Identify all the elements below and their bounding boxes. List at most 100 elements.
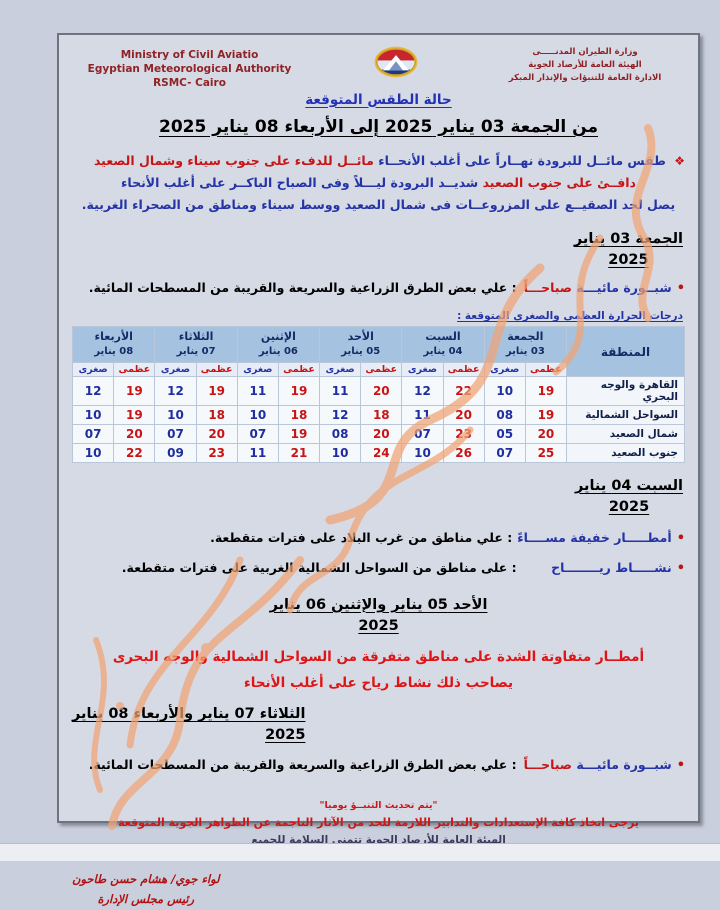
max-temp-value: 24 — [360, 442, 403, 463]
forecast-bullet-wind-saturday: • نشـــــاط ريــــــــاح : على مناطق من … — [72, 560, 685, 575]
summary-line: يصل لحد الصقيــع على المزروعــات فى شمال… — [72, 194, 685, 216]
bullet-description: : علي مناطق من غرب البلاد على فترات متقط… — [210, 529, 513, 545]
max-temp-value: 22 — [113, 442, 156, 463]
meteorological-authority-logo-icon — [373, 45, 419, 83]
min-temp-value: 12 — [71, 375, 115, 406]
bullet-description: : علي بعض الطرق الزراعية والسريعة والقري… — [88, 757, 517, 773]
day-column-header: الإثنين 06 يناير — [236, 326, 321, 363]
bullet-label-part: صباحـــاً — [523, 280, 572, 296]
temperature-row: القاهرة والوجه البحري 19 10 22 12 20 11 19 11 19 1… — [71, 375, 685, 406]
max-temp-value: 20 — [524, 423, 568, 444]
min-temp-label: صغرى — [401, 361, 444, 377]
ministry-ar-line: الادارة العامة للتنبؤات والإنذار المبكر — [508, 73, 662, 84]
max-temp-value: 18 — [195, 404, 238, 425]
min-temp-label: صغرى — [71, 361, 115, 377]
section-heading-tuesday-wednesday: الثلاثاء 07 يناير والأربعاء 08 يناير 202… — [72, 704, 305, 746]
region-name: السواحل الشمالية — [566, 404, 685, 425]
min-temp-value: 11 — [319, 375, 362, 406]
max-temp-value: 23 — [442, 423, 485, 444]
bullet-label-part: صباحـــاً — [523, 757, 572, 773]
bullet-dot-icon: • — [676, 281, 685, 297]
heading-text: الثلاثاء 07 يناير والأربعاء 08 يناير — [72, 706, 306, 723]
ministry-ar-line: الهيئة العامة للأرصاد الجوية — [528, 60, 642, 71]
max-temp-value: 20 — [195, 423, 238, 444]
max-temp-value: 20 — [442, 404, 485, 425]
section-heading-saturday: السبت 04 يناير 2025 — [575, 476, 683, 518]
heading-text: السبت 04 يناير — [574, 477, 683, 494]
min-temp-value: 07 — [71, 423, 115, 444]
min-temp-value: 05 — [483, 423, 526, 444]
max-temp-value: 20 — [360, 375, 403, 406]
min-temp-value: 11 — [401, 404, 444, 425]
max-temp-label: عظمى — [360, 361, 403, 377]
bullet-label: أمطـــــار خفيفة مســــاءً — [517, 529, 672, 545]
min-temp-value: 07 — [236, 423, 279, 444]
weather-bulletin-document: وزارة الطيران المدنـــــى الهيئة العامة … — [57, 33, 700, 906]
max-temp-label: عظمى — [442, 361, 485, 377]
max-temp-label: عظمى — [277, 361, 321, 377]
heading-year: 2025 — [608, 498, 650, 515]
max-temp-value: 19 — [277, 375, 321, 406]
min-temp-value: 08 — [483, 404, 526, 425]
max-temp-value: 26 — [442, 442, 485, 463]
min-temp-value: 08 — [319, 423, 362, 444]
forecast-date-range-title: من الجمعة 03 يناير 2025 إلى الأربعاء 08 … — [159, 116, 598, 137]
min-temp-label: صغرى — [319, 361, 362, 377]
min-temp-value: 11 — [236, 442, 279, 463]
section-heading-sunday-monday: الأحد 05 يناير والإثنين 06 يناير 2025 — [270, 595, 488, 637]
summary-line: دافــئ على جنوب الصعيد شديــد البرودة لي… — [72, 172, 685, 194]
bullet-dot-icon: • — [676, 530, 685, 546]
temperature-table-caption: درجات الحرارة العظمى والصغرى المتوقعة : — [457, 310, 683, 323]
bullet-label: شبــورة مائيـــة صباحـــاً — [522, 757, 672, 772]
max-temp-value: 19 — [113, 375, 156, 406]
min-temp-value: 10 — [483, 375, 526, 406]
min-temp-value: 12 — [401, 375, 444, 406]
section-heading-friday: الجمعة 03 يناير 2025 — [574, 229, 683, 271]
signature-title: رئيس مجلس الإدارة — [97, 891, 195, 906]
bullet-label-part: شبــورة مائيـــة — [576, 280, 672, 296]
summary-text: دافــئ على جنوب الصعيد — [482, 174, 636, 190]
temperature-row: السواحل الشمالية 19 08 20 11 18 12 18 10 18 10 19 10 — [71, 404, 685, 425]
day-column-header: الأحد 05 يناير — [319, 326, 403, 363]
min-temp-value: 12 — [154, 375, 197, 406]
min-temp-value: 12 — [319, 404, 362, 425]
min-temp-label: صغرى — [483, 361, 526, 377]
max-temp-value: 18 — [360, 404, 403, 425]
temperature-table-header: المنطقة الجمعة 03 يناير السبت 04 يناير الأحد… — [71, 326, 685, 377]
signature-name: لواء جوي/ هشام حسن طاحون — [72, 872, 220, 887]
temperature-row: شمال الصعيد 20 05 23 07 20 08 19 07 20 07 20 07 — [71, 423, 685, 444]
max-temp-value: 23 — [195, 442, 238, 463]
max-temp-label: عظمى — [195, 361, 238, 377]
region-name: القاهرة والوجه البحري — [566, 375, 685, 406]
bullet-dot-icon: • — [676, 560, 685, 576]
day-column-header: السبت 04 يناير — [401, 326, 485, 363]
weather-bulletin-screenshot: { "colors": { "page_background": "#c9cfd… — [0, 33, 720, 906]
min-temp-value: 10 — [71, 442, 115, 463]
summary-text: شديــد البرودة ليـــلاً وفى الصباح الباك… — [121, 174, 479, 190]
forecast-bullet-fog-tue-wed: • شبــورة مائيـــة صباحـــاً : علي بعض ا… — [72, 757, 685, 772]
bullet-label: شبــورة مائيـــة صباحـــاً — [522, 280, 672, 295]
heading-year: 2025 — [265, 727, 306, 744]
region-column-header: المنطقة — [566, 326, 685, 377]
min-temp-value: 10 — [71, 404, 115, 425]
ministry-en-line: Egyptian Meteorological Authority — [87, 63, 292, 76]
min-temp-value: 10 — [236, 404, 279, 425]
ministry-header-arabic: وزارة الطيران المدنـــــى الهيئة العامة … — [485, 43, 685, 86]
max-temp-value: 22 — [442, 375, 485, 406]
day-column-header: الجمعة 03 يناير — [483, 326, 568, 363]
ministry-en-line: Ministry of Civil Aviatio — [120, 49, 259, 61]
region-name: جنوب الصعيد — [566, 442, 685, 463]
min-temp-label: صغرى — [236, 361, 279, 377]
day-column-header: الأربعاء 08 يناير — [71, 326, 156, 363]
max-temp-label: عظمى — [524, 361, 568, 377]
min-temp-value: 10 — [319, 442, 362, 463]
min-temp-value: 10 — [401, 442, 444, 463]
day-column-header: الثلاثاء 07 يناير — [154, 326, 238, 363]
min-temp-value: 11 — [236, 375, 279, 406]
max-temp-value: 20 — [360, 423, 403, 444]
precaution-advice: يرجى اتخاذ كافة الإستعدادات والتدابير ال… — [118, 816, 639, 830]
bottom-background-strip — [0, 843, 720, 861]
max-temp-value: 19 — [195, 375, 238, 406]
forecast-bullet-fog-friday: • شبــورة مائيـــة صباحـــاً : علي بعض ا… — [72, 280, 685, 295]
min-temp-value: 07 — [483, 442, 526, 463]
